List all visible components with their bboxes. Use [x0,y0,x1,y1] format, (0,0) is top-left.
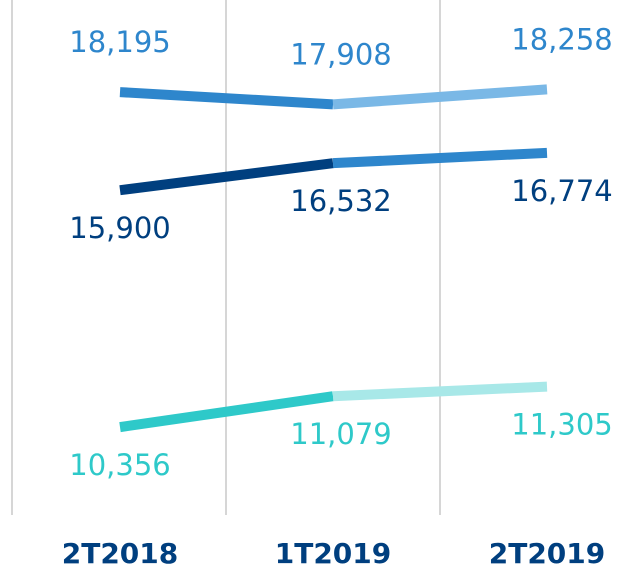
line-segment [119,158,334,196]
line-segment [332,84,548,110]
x-tick-label: 1T2019 [275,537,392,570]
line-segment [332,147,548,169]
data-label: 10,356 [69,448,170,482]
data-label: 15,900 [69,211,170,245]
data-label: 16,532 [290,184,391,218]
x-tick-label: 2T2019 [489,537,606,570]
x-tick-label: 2T2018 [62,537,179,570]
data-label: 11,079 [290,417,391,451]
line-segment [119,391,334,433]
line-segment [332,381,548,402]
data-label: 18,195 [69,25,170,59]
data-label: 17,908 [290,37,391,71]
data-label: 18,258 [511,22,612,56]
data-label: 16,774 [511,174,612,208]
data-label: 11,305 [511,408,612,442]
line-segment [119,87,334,110]
